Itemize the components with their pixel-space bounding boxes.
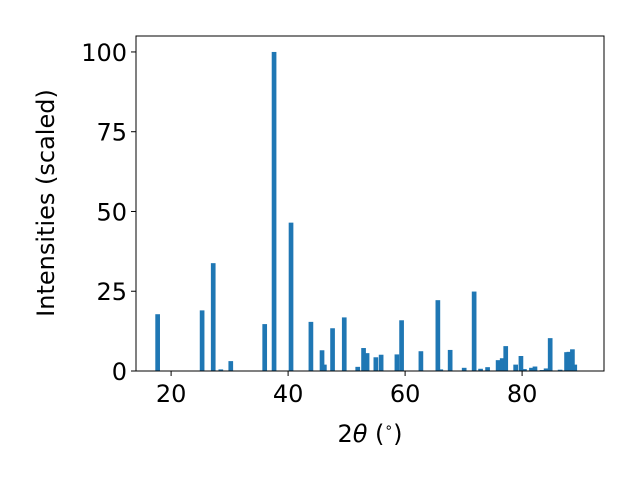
x-tick-label: 40 [273, 380, 304, 408]
bar [418, 351, 424, 371]
bar [218, 369, 224, 371]
x-axis-title-part-5: ) [393, 420, 402, 448]
bar [319, 350, 325, 371]
x-tick-label: 60 [390, 380, 421, 408]
bar [566, 351, 572, 371]
bar [330, 328, 335, 371]
bars-group [155, 51, 578, 371]
bar [399, 320, 404, 371]
bar [288, 222, 294, 371]
y-tick-label: 75 [96, 119, 127, 147]
bar [478, 368, 483, 371]
bar [503, 346, 509, 371]
y-axis-ticks: 0 25 50 75 100 [81, 39, 136, 386]
bar [435, 300, 441, 371]
y-tick-label: 25 [96, 278, 127, 306]
bar [271, 51, 277, 371]
bar [322, 364, 327, 371]
y-tick-label: 100 [81, 39, 127, 67]
x-tick-label: 80 [507, 380, 538, 408]
x-axis-title-part-1: 2 [337, 420, 352, 448]
bar [518, 356, 524, 371]
bar [155, 314, 160, 371]
x-axis-title-degree: ∘ [384, 420, 393, 436]
bar [378, 354, 384, 371]
bar [485, 367, 490, 371]
bar [228, 361, 234, 371]
plot-frame [135, 35, 605, 372]
bar [495, 360, 501, 371]
x-axis-title: 2θ (∘) [337, 420, 402, 448]
bar [529, 367, 534, 371]
bar [341, 317, 347, 371]
bar [447, 349, 453, 371]
x-axis-title-theta: θ [353, 420, 368, 448]
x-tick-label: 20 [156, 380, 187, 408]
bar [572, 364, 578, 371]
bar [532, 366, 538, 371]
bar [522, 369, 527, 371]
bar [361, 348, 366, 371]
bar [513, 364, 518, 371]
y-tick-label: 0 [112, 358, 127, 386]
bar [355, 366, 361, 371]
bar [199, 310, 205, 371]
bar [543, 368, 549, 371]
bar [438, 369, 444, 371]
bar [262, 324, 268, 371]
y-tick-label: 50 [96, 198, 127, 226]
bar [364, 353, 370, 371]
bar [210, 263, 216, 371]
bar [564, 352, 569, 371]
y-axis-title: Intensities (scaled) [32, 89, 60, 317]
bar [373, 357, 379, 371]
bar [547, 338, 553, 371]
bar [461, 367, 467, 371]
bar [394, 354, 400, 371]
x-axis-ticks: 20 40 60 80 [156, 371, 538, 408]
bar [308, 321, 314, 371]
x-axis-title-part-3: ( [367, 420, 384, 448]
bar [471, 291, 477, 371]
bar [557, 369, 563, 371]
bar [570, 349, 575, 371]
bar [499, 358, 505, 371]
